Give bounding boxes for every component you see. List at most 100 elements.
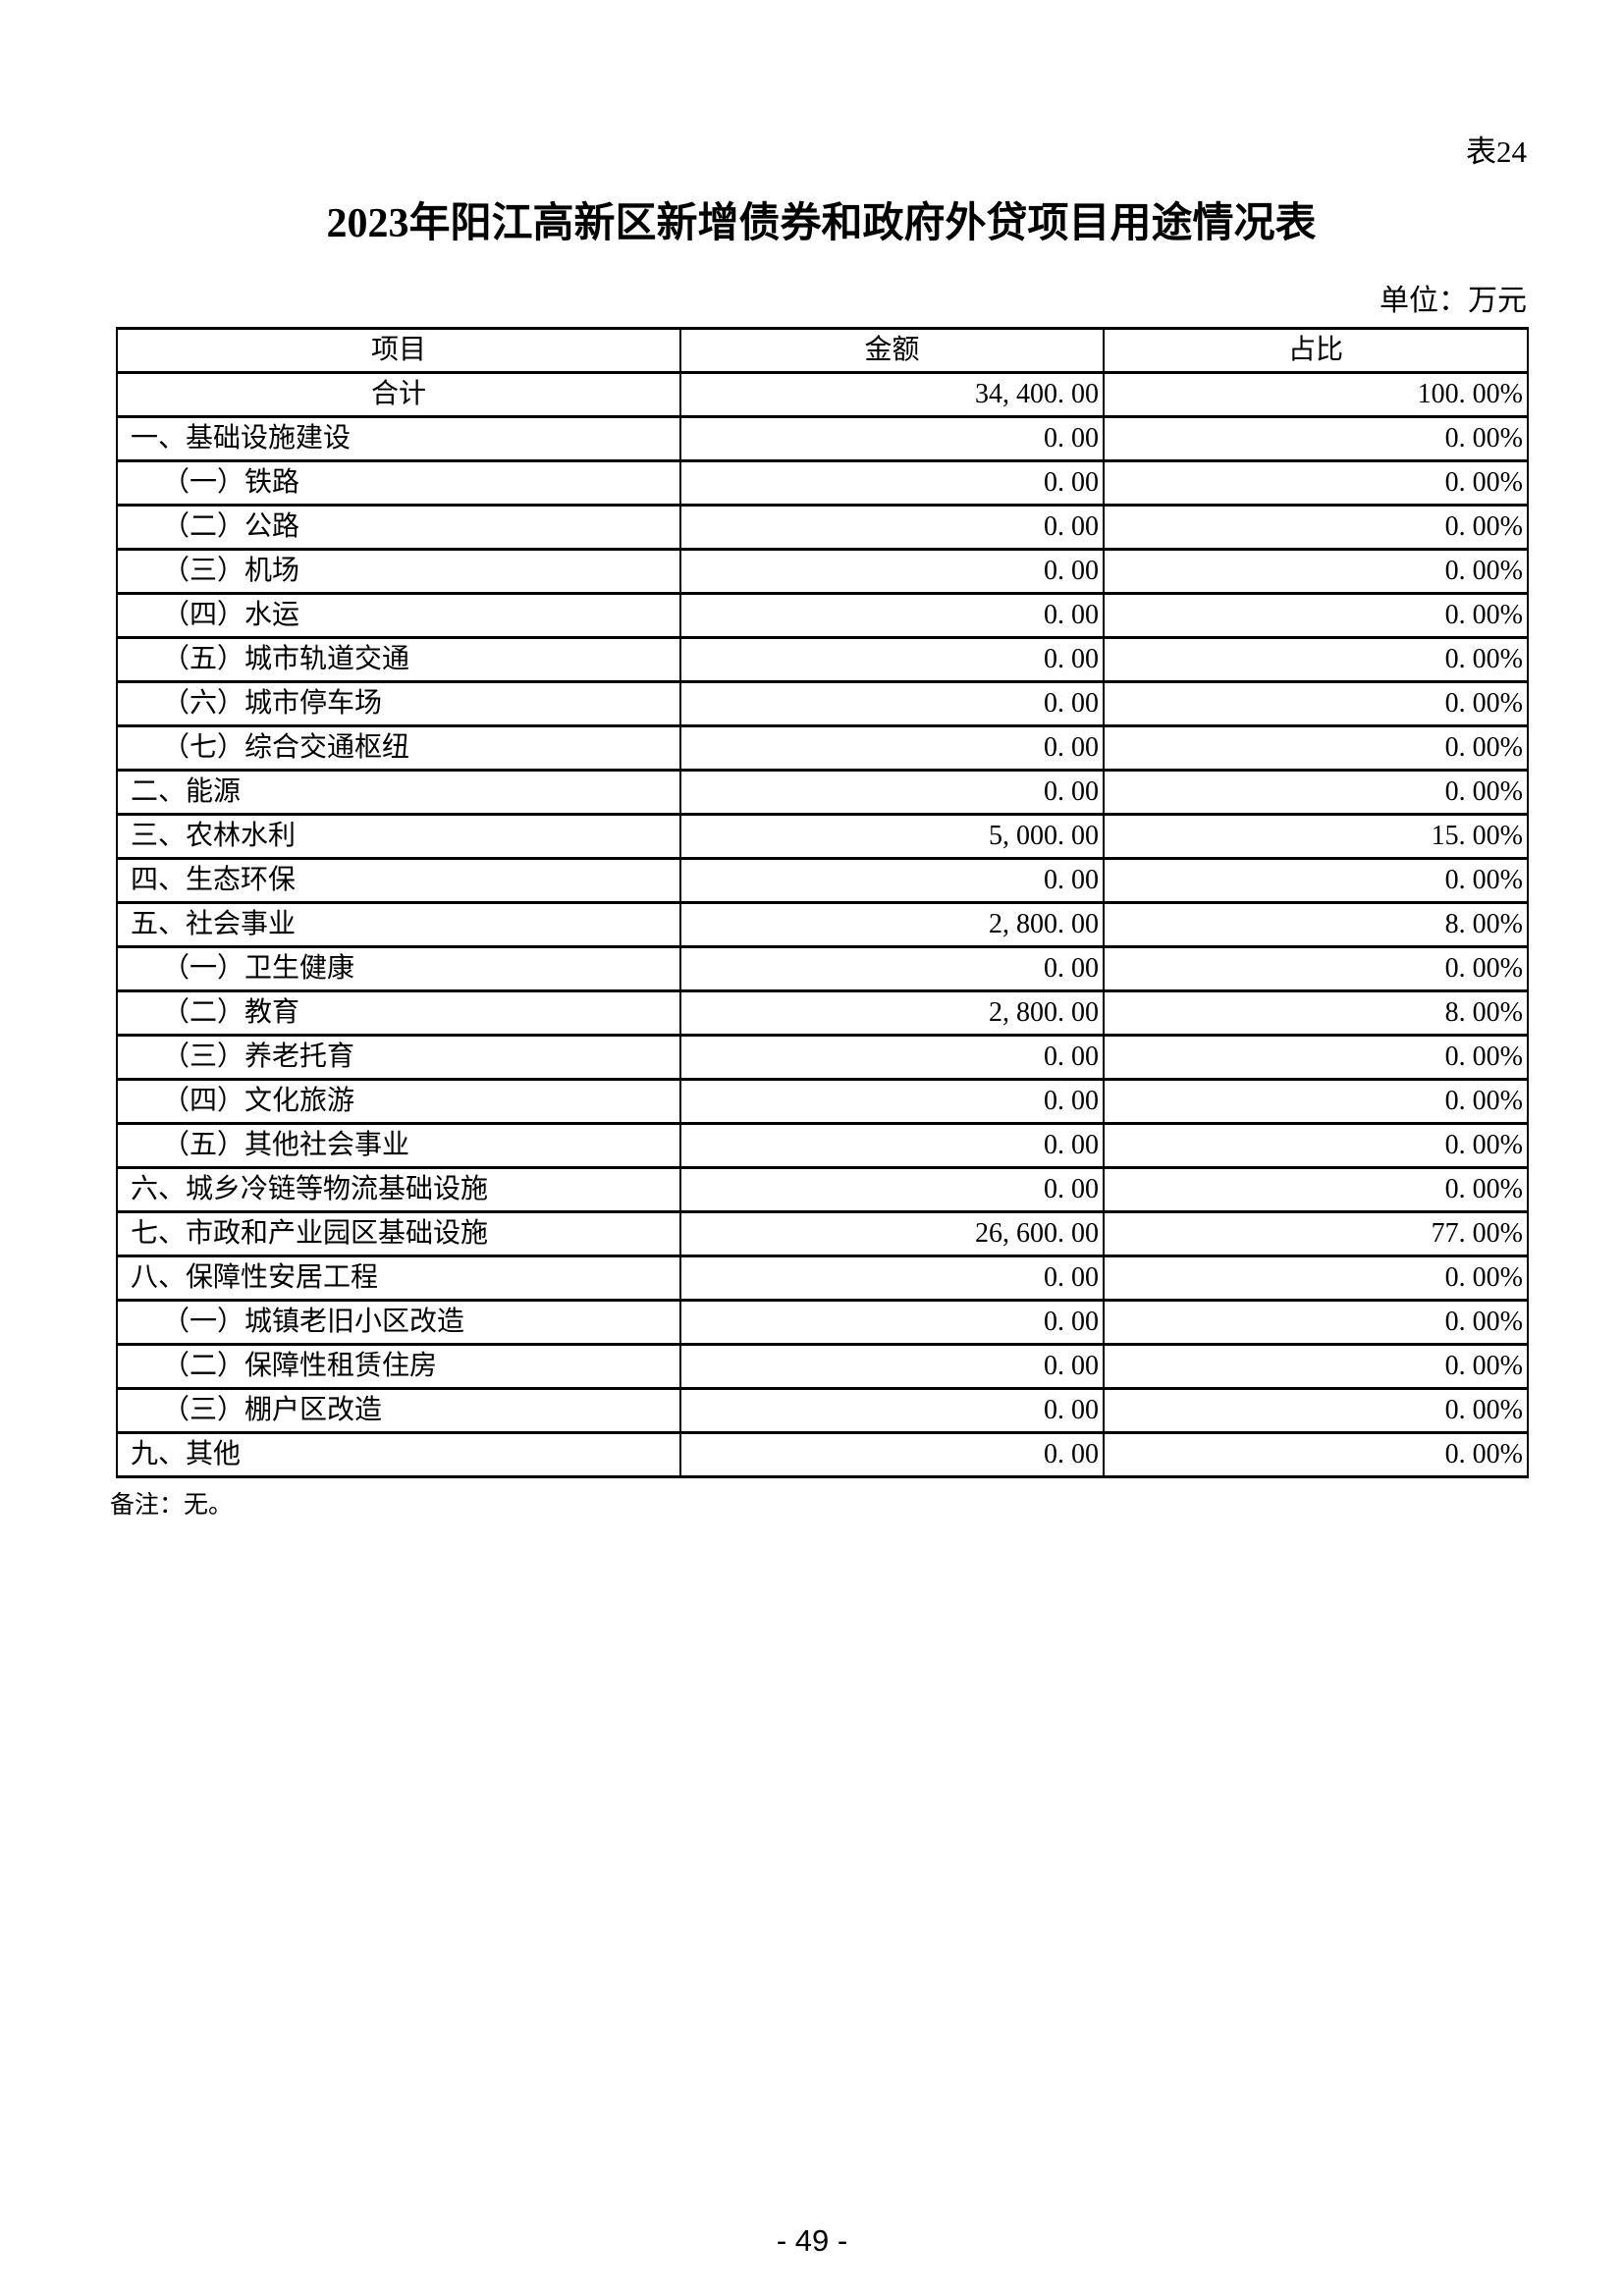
amount-cell: 5, 000. 00 — [679, 813, 1105, 860]
share-cell: 0. 00% — [1103, 680, 1529, 727]
item-cell: 八、保障性安居工程 — [116, 1255, 681, 1302]
share-cell: 0. 00% — [1103, 415, 1529, 462]
item-cell: 七、市政和产业园区基础设施 — [116, 1210, 681, 1257]
amount-cell: 0. 00 — [679, 1431, 1105, 1478]
share-cell: 0. 00% — [1103, 1387, 1529, 1434]
col-header-item: 项目 — [116, 327, 681, 374]
table-row: （二）保障性租赁住房 0. 00 0. 00% — [116, 1343, 1529, 1390]
item-cell: 四、生态环保 — [116, 857, 681, 904]
amount-cell: 0. 00 — [679, 1255, 1105, 1302]
item-cell: （七）综合交通枢纽 — [116, 724, 681, 772]
page-title: 2023年阳江高新区新增债券和政府外贷项目用途情况表 — [326, 201, 1317, 246]
unit-label: 单位：万元 — [1380, 285, 1527, 317]
table-row: （四）文化旅游 0. 00 0. 00% — [116, 1078, 1529, 1125]
item-cell: （一）城镇老旧小区改造 — [116, 1299, 681, 1346]
amount-cell: 0. 00 — [679, 680, 1105, 727]
item-cell: （六）城市停车场 — [116, 680, 681, 727]
item-cell: 九、其他 — [116, 1431, 681, 1478]
amount-cell: 0. 00 — [679, 1078, 1105, 1125]
table-number-label: 表24 — [1466, 134, 1527, 169]
table-row: （一）城镇老旧小区改造 0. 00 0. 00% — [116, 1299, 1529, 1346]
table-row: （六）城市停车场 0. 00 0. 00% — [116, 680, 1529, 727]
item-cell: （三）棚户区改造 — [116, 1387, 681, 1434]
share-cell: 0. 00% — [1103, 1431, 1529, 1478]
amount-cell: 34, 400. 00 — [679, 371, 1105, 418]
item-cell: 二、能源 — [116, 769, 681, 816]
item-cell: （三）养老托育 — [116, 1034, 681, 1081]
table-row: （一）铁路 0. 00 0. 00% — [116, 459, 1529, 507]
share-cell: 8. 00% — [1103, 989, 1529, 1037]
share-cell: 0. 00% — [1103, 504, 1529, 551]
amount-cell: 0. 00 — [679, 857, 1105, 904]
share-cell: 0. 00% — [1103, 1166, 1529, 1213]
item-cell: 合计 — [116, 371, 681, 418]
share-cell: 0. 00% — [1103, 724, 1529, 772]
amount-cell: 0. 00 — [679, 1299, 1105, 1346]
table-row: 三、农林水利 5, 000. 00 15. 00% — [116, 813, 1529, 860]
amount-cell: 0. 00 — [679, 504, 1105, 551]
table-row: 五、社会事业 2, 800. 00 8. 00% — [116, 901, 1529, 948]
table-row: 一、基础设施建设 0. 00 0. 00% — [116, 415, 1529, 462]
page-number: - 49 - — [776, 2223, 848, 2258]
amount-cell: 0. 00 — [679, 945, 1105, 992]
amount-cell: 2, 800. 00 — [679, 989, 1105, 1037]
col-header-amount: 金额 — [679, 327, 1105, 374]
share-cell: 0. 00% — [1103, 945, 1529, 992]
item-cell: 六、城乡冷链等物流基础设施 — [116, 1166, 681, 1213]
item-cell: （一）铁路 — [116, 459, 681, 507]
item-cell: （四）文化旅游 — [116, 1078, 681, 1125]
table-row: 合计 34, 400. 00 100. 00% — [116, 371, 1529, 418]
table-row: 二、能源 0. 00 0. 00% — [116, 769, 1529, 816]
table-row: （三）棚户区改造 0. 00 0. 00% — [116, 1387, 1529, 1434]
table-row: （二）教育 2, 800. 00 8. 00% — [116, 989, 1529, 1037]
amount-cell: 26, 600. 00 — [679, 1210, 1105, 1257]
header-row: 项目 金额 占比 — [116, 327, 1529, 374]
table-row: （一）卫生健康 0. 00 0. 00% — [116, 945, 1529, 992]
usage-table: 项目 金额 占比 合计 34, 400. 00 100. 00% 一、基础设施建设 0.… — [116, 327, 1529, 1478]
share-cell: 0. 00% — [1103, 1034, 1529, 1081]
share-cell: 0. 00% — [1103, 1299, 1529, 1346]
share-cell: 100. 00% — [1103, 371, 1529, 418]
item-cell: 一、基础设施建设 — [116, 415, 681, 462]
amount-cell: 0. 00 — [679, 1122, 1105, 1169]
note: 备注：无。 — [110, 1492, 234, 1519]
item-cell: （二）教育 — [116, 989, 681, 1037]
item-cell: （四）水运 — [116, 592, 681, 639]
table-row: （三）养老托育 0. 00 0. 00% — [116, 1034, 1529, 1081]
share-cell: 0. 00% — [1103, 459, 1529, 507]
table-row: 四、生态环保 0. 00 0. 00% — [116, 857, 1529, 904]
share-cell: 77. 00% — [1103, 1210, 1529, 1257]
table-row: 六、城乡冷链等物流基础设施 0. 00 0. 00% — [116, 1166, 1529, 1213]
item-cell: 五、社会事业 — [116, 901, 681, 948]
table-row: （三）机场 0. 00 0. 00% — [116, 548, 1529, 595]
amount-cell: 0. 00 — [679, 592, 1105, 639]
share-cell: 8. 00% — [1103, 901, 1529, 948]
amount-cell: 0. 00 — [679, 769, 1105, 816]
amount-cell: 0. 00 — [679, 1034, 1105, 1081]
amount-cell: 0. 00 — [679, 1166, 1105, 1213]
item-cell: 三、农林水利 — [116, 813, 681, 860]
amount-cell: 0. 00 — [679, 1387, 1105, 1434]
share-cell: 0. 00% — [1103, 1078, 1529, 1125]
item-cell: （五）其他社会事业 — [116, 1122, 681, 1169]
col-header-share: 占比 — [1103, 327, 1529, 374]
table-row: （二）公路 0. 00 0. 00% — [116, 504, 1529, 551]
amount-cell: 0. 00 — [679, 636, 1105, 683]
share-cell: 0. 00% — [1103, 548, 1529, 595]
table-row: 七、市政和产业园区基础设施 26, 600. 00 77. 00% — [116, 1210, 1529, 1257]
table-row: 九、其他 0. 00 0. 00% — [116, 1431, 1529, 1478]
table-row: （五）其他社会事业 0. 00 0. 00% — [116, 1122, 1529, 1169]
item-cell: （五）城市轨道交通 — [116, 636, 681, 683]
share-cell: 0. 00% — [1103, 1343, 1529, 1390]
table-body: 合计 34, 400. 00 100. 00% 一、基础设施建设 0. 00 0. 00%… — [116, 371, 1529, 1478]
item-cell: （二）公路 — [116, 504, 681, 551]
share-cell: 0. 00% — [1103, 636, 1529, 683]
share-cell: 0. 00% — [1103, 769, 1529, 816]
share-cell: 0. 00% — [1103, 592, 1529, 639]
amount-cell: 0. 00 — [679, 459, 1105, 507]
share-cell: 0. 00% — [1103, 1255, 1529, 1302]
table-row: （七）综合交通枢纽 0. 00 0. 00% — [116, 724, 1529, 772]
amount-cell: 2, 800. 00 — [679, 901, 1105, 948]
amount-cell: 0. 00 — [679, 1343, 1105, 1390]
